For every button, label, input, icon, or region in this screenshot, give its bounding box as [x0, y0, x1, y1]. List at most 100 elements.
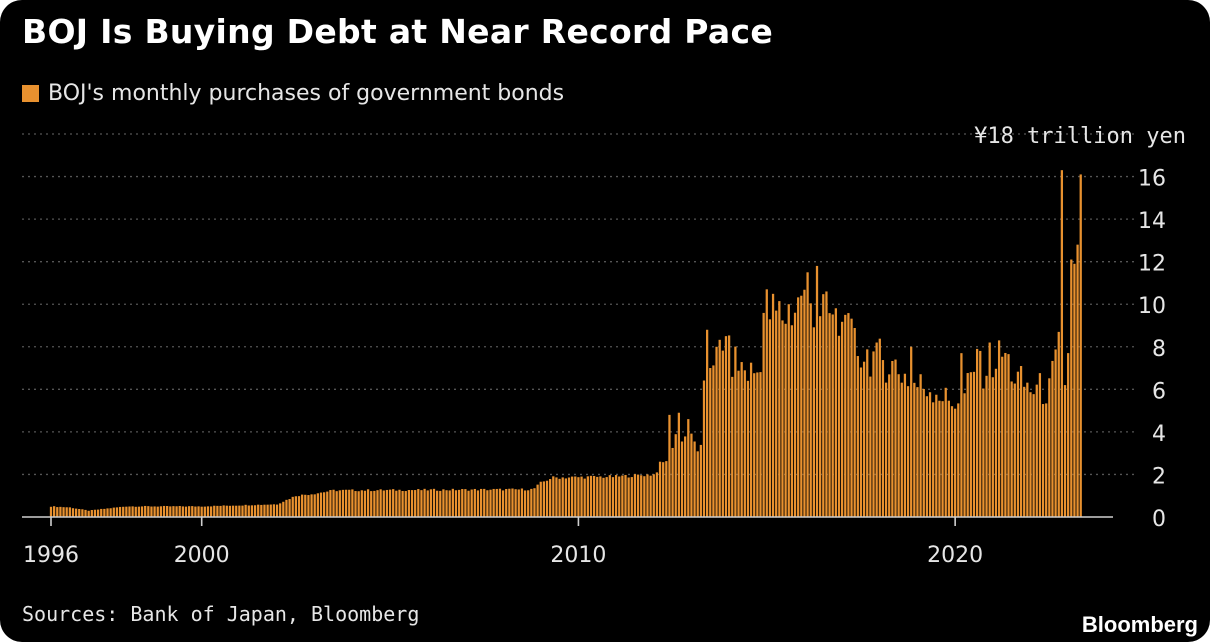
bar — [759, 372, 762, 517]
bar — [1023, 386, 1026, 517]
bar — [87, 510, 90, 517]
axis-layer: 0 2 4 6 8 10 12 14 16 ¥18 trillion yen 1996 2000 201… — [22, 124, 1186, 568]
bar — [219, 505, 222, 517]
bar — [1048, 378, 1051, 517]
bar — [605, 477, 608, 517]
bar — [564, 478, 567, 517]
bar — [841, 321, 844, 517]
y-unit-label: ¥18 trillion yen — [974, 124, 1186, 149]
bar — [134, 506, 137, 517]
bar — [806, 272, 809, 517]
bar — [357, 491, 360, 517]
bar — [310, 494, 313, 517]
bar — [589, 475, 593, 517]
bar — [922, 388, 925, 517]
bar — [652, 474, 655, 517]
bar — [432, 488, 436, 517]
bar — [260, 504, 263, 517]
bar — [1038, 373, 1042, 517]
bar — [511, 488, 514, 517]
bar — [1001, 356, 1004, 517]
bar — [938, 400, 941, 517]
bar — [862, 361, 866, 517]
bar — [781, 320, 784, 517]
bar — [932, 402, 935, 517]
bar — [144, 505, 147, 517]
bar — [903, 373, 907, 517]
bar — [957, 403, 960, 517]
bar — [718, 339, 721, 517]
bar — [969, 372, 972, 517]
bar — [699, 444, 702, 517]
bar — [486, 490, 489, 517]
bar — [775, 310, 778, 517]
bar — [837, 335, 841, 517]
bar — [225, 505, 228, 517]
bar — [407, 490, 411, 517]
bar — [153, 506, 156, 517]
bar — [658, 461, 662, 517]
bar — [627, 477, 630, 517]
bar — [445, 490, 448, 517]
bar — [671, 447, 674, 517]
bar — [366, 489, 370, 517]
bar — [56, 507, 59, 517]
bar — [467, 490, 470, 517]
bar — [461, 489, 464, 517]
bar — [253, 505, 257, 517]
bar — [878, 338, 881, 517]
bar — [571, 476, 574, 517]
bar — [674, 434, 677, 517]
bar — [140, 506, 144, 517]
bar — [765, 289, 768, 517]
bar — [762, 312, 765, 517]
bar — [941, 401, 944, 517]
bar — [414, 490, 417, 517]
bar — [624, 474, 627, 517]
bar — [997, 340, 1001, 517]
bar — [982, 388, 985, 517]
bar — [580, 476, 583, 517]
bar — [991, 377, 994, 517]
bar — [680, 441, 684, 517]
bar — [426, 490, 429, 517]
bar — [649, 475, 652, 517]
bar — [527, 490, 530, 517]
bar — [599, 476, 602, 517]
bar — [297, 496, 301, 517]
x-tick-label: 2000 — [174, 543, 230, 568]
bar — [162, 505, 166, 517]
bar — [787, 304, 790, 517]
bar — [985, 375, 988, 517]
bar — [693, 441, 696, 517]
bar — [294, 496, 297, 517]
bar — [307, 495, 310, 517]
bar — [724, 336, 728, 517]
bar — [687, 419, 690, 517]
bar — [533, 488, 536, 517]
bar — [906, 386, 910, 517]
bar — [137, 506, 141, 517]
bar — [156, 506, 159, 517]
bar — [972, 371, 976, 517]
bar — [96, 509, 100, 517]
bar — [696, 451, 699, 517]
bar — [894, 359, 897, 517]
bar — [275, 504, 279, 517]
bar — [891, 360, 894, 517]
bar — [1060, 170, 1064, 518]
bar — [429, 489, 432, 517]
bar — [1054, 349, 1057, 517]
y-tick-label: 12 — [1138, 252, 1166, 277]
bar — [464, 489, 467, 517]
bar — [831, 314, 834, 517]
bar — [944, 387, 947, 517]
bar — [749, 362, 753, 517]
bar — [238, 505, 241, 517]
bar — [702, 380, 706, 517]
x-tick-label: 1996 — [23, 543, 79, 568]
bar — [125, 506, 128, 517]
bar — [947, 400, 950, 517]
bar — [392, 489, 395, 517]
